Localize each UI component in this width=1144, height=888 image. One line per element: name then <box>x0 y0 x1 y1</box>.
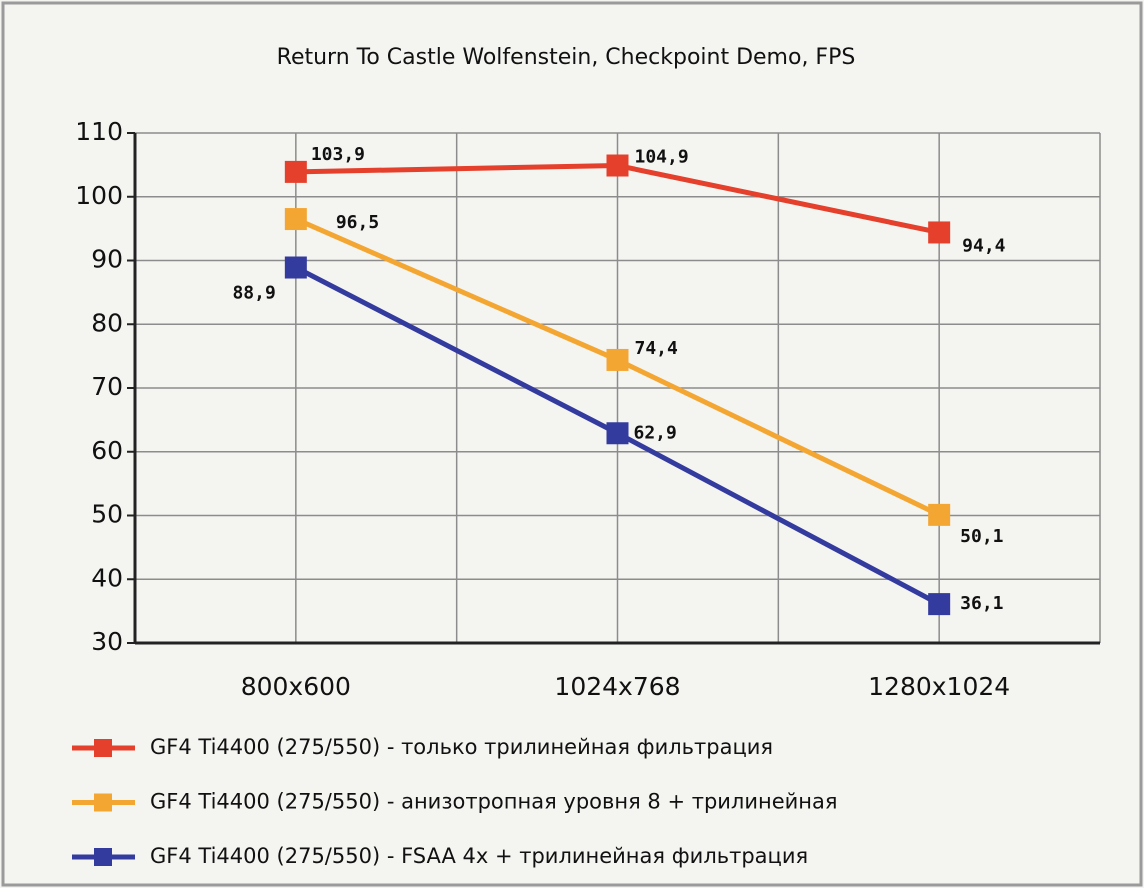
point-marker <box>606 348 629 371</box>
y-tick-label: 70 <box>91 372 123 401</box>
data-label: 96,5 <box>336 212 379 233</box>
y-tick-label: 90 <box>91 245 123 274</box>
legend-label: GF4 Ti4400 (275/550) - только трилинейна… <box>150 735 773 759</box>
point-marker <box>606 422 629 445</box>
legend-marker <box>94 793 112 812</box>
y-tick-label: 30 <box>91 627 123 656</box>
chart-title: Return To Castle Wolfenstein, Checkpoint… <box>277 45 856 70</box>
point-marker <box>284 256 307 279</box>
legend-label: GF4 Ti4400 (275/550) - анизотропная уров… <box>150 790 838 814</box>
data-label: 36,1 <box>960 593 1003 614</box>
y-tick-label: 110 <box>75 117 123 146</box>
y-tick-label: 80 <box>91 308 123 337</box>
data-label: 62,9 <box>634 422 677 443</box>
point-marker <box>606 154 629 177</box>
point-marker <box>284 160 307 183</box>
legend-marker <box>94 848 112 866</box>
x-tick-label: 800x600 <box>241 672 351 701</box>
data-label: 88,9 <box>232 283 275 304</box>
data-label: 74,4 <box>635 338 679 359</box>
data-label: 94,4 <box>962 235 1006 256</box>
y-tick-label: 40 <box>91 563 123 592</box>
point-marker <box>928 221 951 244</box>
data-label: 104,9 <box>635 147 689 168</box>
x-tick-label: 1024x768 <box>554 672 680 701</box>
legend-marker <box>94 739 112 757</box>
data-label: 50,1 <box>960 526 1003 547</box>
legend-label: GF4 Ti4400 (275/550) - FSAA 4x + трилине… <box>150 844 808 868</box>
point-marker <box>928 503 951 526</box>
data-label: 103,9 <box>311 144 365 165</box>
point-marker <box>284 208 307 231</box>
y-tick-label: 100 <box>75 181 123 210</box>
y-tick-label: 60 <box>91 436 123 465</box>
point-marker <box>928 593 951 616</box>
y-tick-label: 50 <box>91 500 123 529</box>
x-tick-label: 1280x1024 <box>868 672 1010 701</box>
